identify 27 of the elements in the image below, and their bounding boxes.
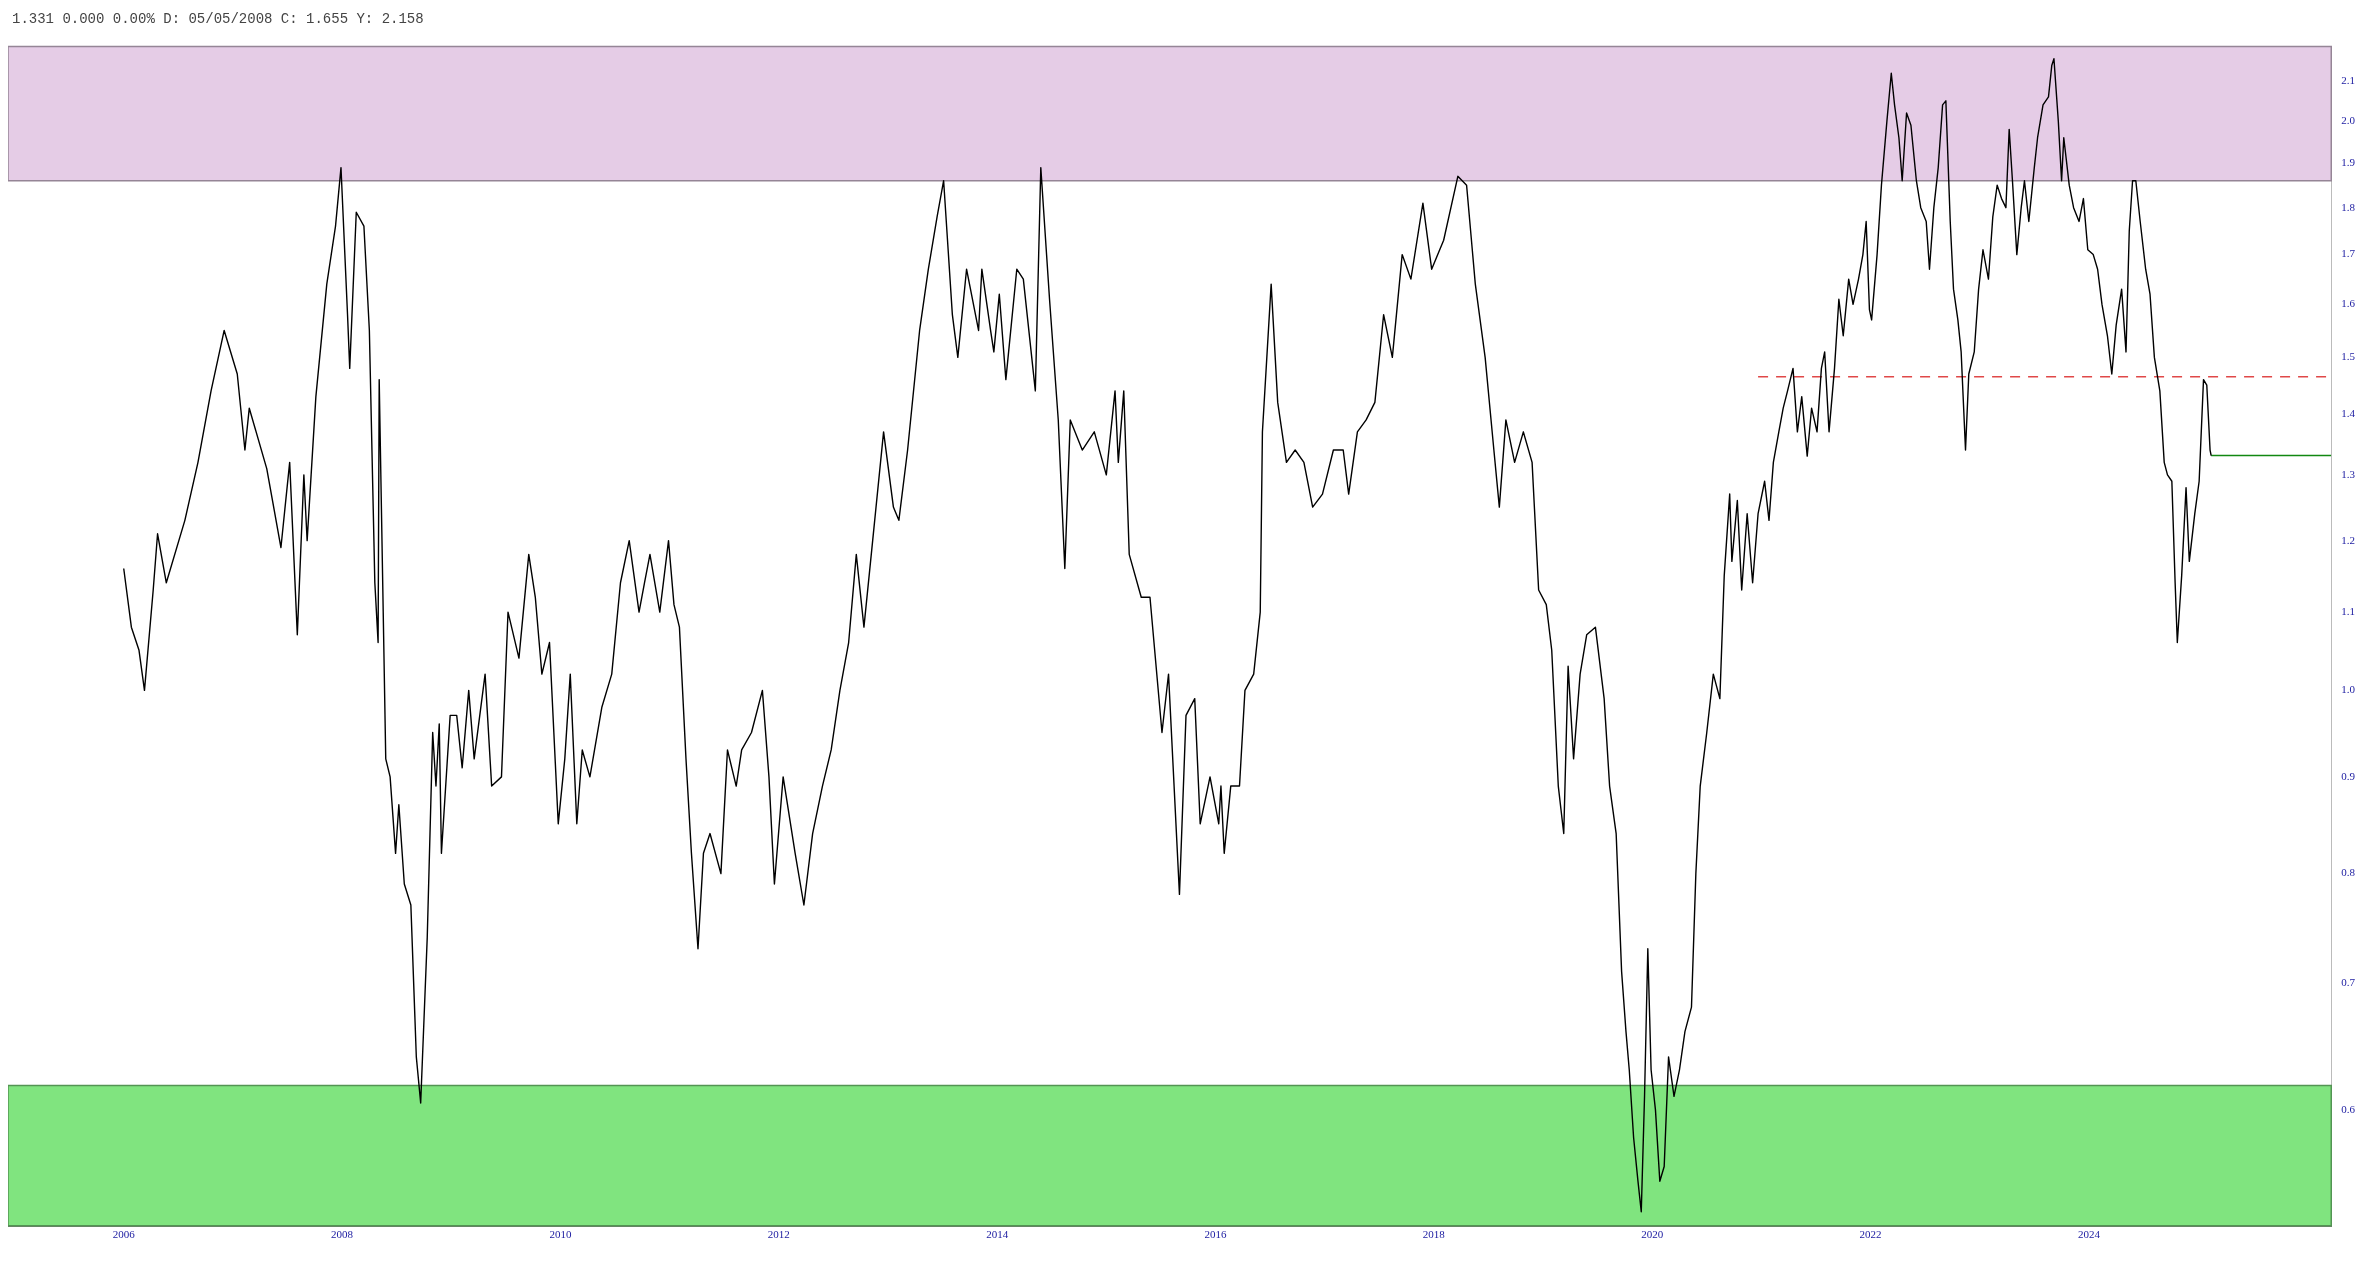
y-tick-label: 1.8 bbox=[2341, 200, 2356, 213]
x-tick-label: 2022 bbox=[1859, 1228, 1882, 1241]
y-tick-label: 0.9 bbox=[2341, 769, 2356, 782]
x-tick-label: 2014 bbox=[986, 1228, 1009, 1241]
chart-title: 1.331 0.000 0.00% D: 05/05/2008 C: 1.655 Y: 2.158 bbox=[11, 10, 425, 29]
y-tick-label: 2.1 bbox=[2341, 73, 2355, 86]
y-tick-label: 0.8 bbox=[2341, 866, 2356, 879]
x-tick-label: 2010 bbox=[549, 1228, 572, 1241]
x-tick-label: 2024 bbox=[2077, 1228, 2101, 1241]
y-tick-label: 1.3 bbox=[2341, 467, 2356, 480]
y-tick-label: 1.2 bbox=[2341, 533, 2355, 546]
y-tick-label: 0.7 bbox=[2341, 976, 2356, 989]
y-tick-label: 1.0 bbox=[2341, 683, 2356, 696]
x-tick-label: 2018 bbox=[1422, 1228, 1446, 1241]
y-tick-label: 1.6 bbox=[2341, 297, 2356, 310]
x-tick-label: 2008 bbox=[331, 1228, 354, 1241]
x-tick-label: 2012 bbox=[767, 1228, 790, 1241]
x-tick-label: 2006 bbox=[112, 1228, 136, 1241]
y-tick-label: 0.6 bbox=[2341, 1102, 2356, 1115]
y-tick-label: 2.0 bbox=[2341, 114, 2356, 127]
y-tick-label: 1.5 bbox=[2341, 350, 2356, 363]
x-tick-label: 2020 bbox=[1641, 1228, 1664, 1241]
y-tick-label: 1.9 bbox=[2341, 156, 2356, 169]
y-tick-label: 1.7 bbox=[2341, 247, 2356, 260]
x-tick-label: 2016 bbox=[1204, 1228, 1227, 1241]
y-tick-label: 1.1 bbox=[2341, 604, 2355, 617]
y-tick-label: 1.4 bbox=[2341, 406, 2356, 419]
